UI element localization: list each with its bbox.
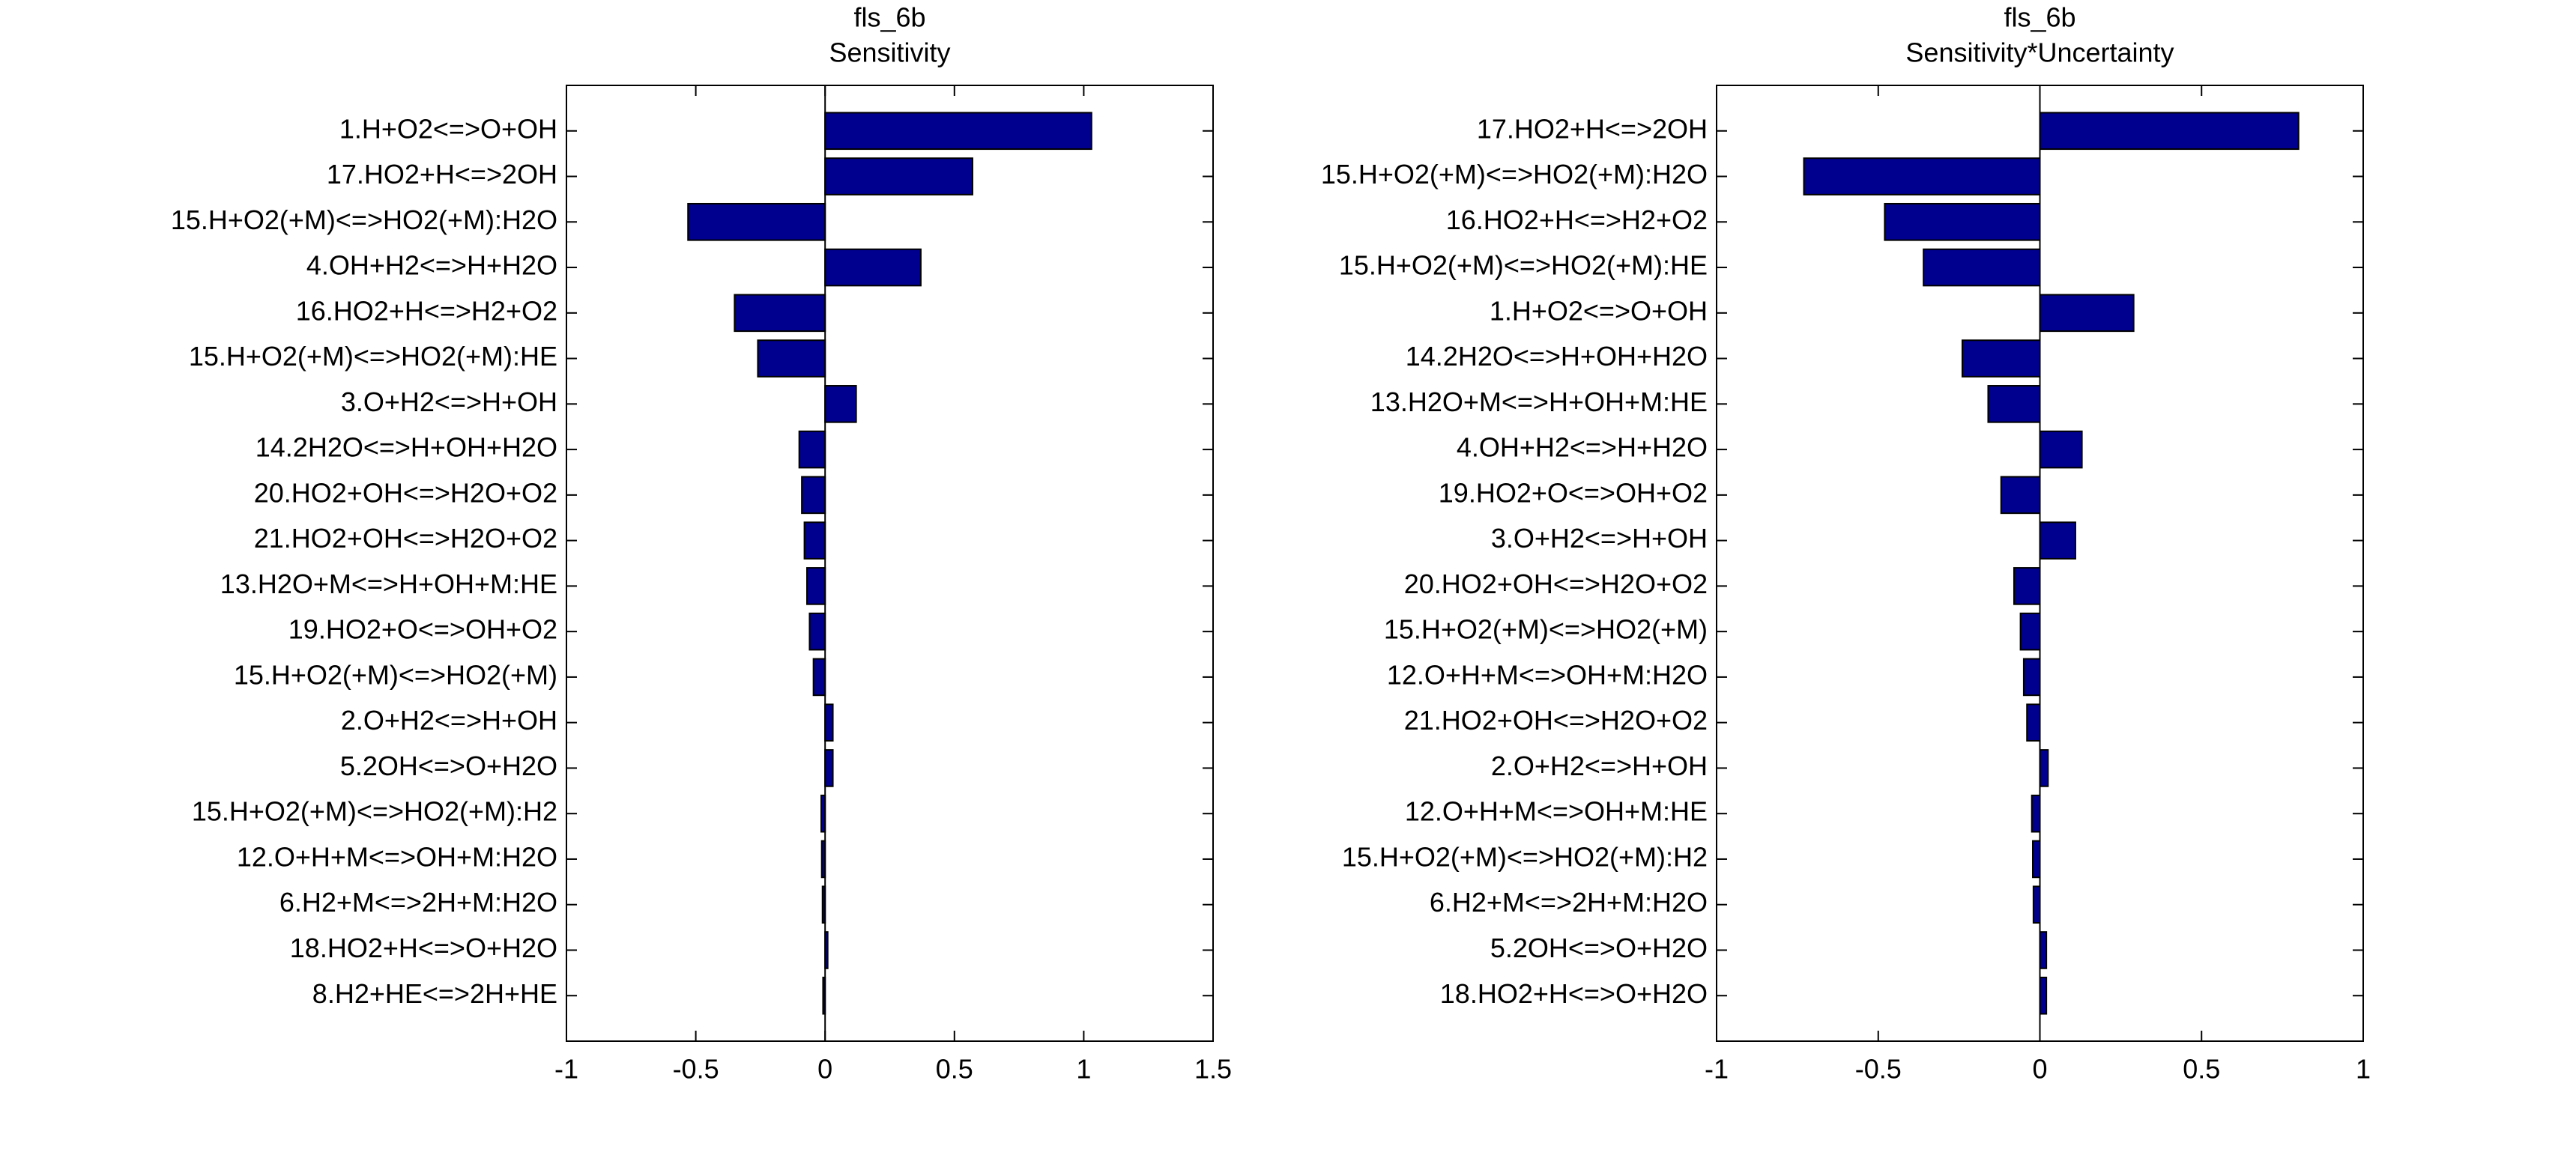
y-tick-label: 21.HO2+OH<=>H2O+O2 [254, 523, 557, 554]
bar [1884, 202, 2041, 241]
x-tick-label: 1 [1076, 1054, 1091, 1085]
bar [687, 202, 826, 241]
y-tick-label: 14.2H2O<=>H+OH+H2O [256, 432, 557, 463]
y-tick-label: 4.OH+H2<=>H+H2O [306, 250, 557, 281]
y-tick-label: 19.HO2+O<=>OH+O2 [288, 614, 557, 645]
y-tick-label: 15.H+O2(+M)<=>HO2(+M):H2 [192, 796, 557, 827]
y-tick-label: 5.2OH<=>O+H2O [1490, 933, 1708, 963]
bar [824, 157, 973, 195]
y-tick-label: 17.HO2+H<=>2OH [1477, 113, 1708, 144]
y-tick-label: 16.HO2+H<=>H2+O2 [1446, 204, 1708, 235]
chart-subtitle: Sensitivity*Uncertainty [1905, 37, 2174, 68]
y-tick-label: 8.H2+HE<=>2H+HE [312, 978, 557, 1009]
bar [2019, 612, 2041, 651]
y-tick-label: 15.H+O2(+M)<=>HO2(+M) [234, 659, 557, 690]
y-tick-label: 12.O+H+M<=>OH+M:HE [1405, 796, 1708, 827]
y-tick-label: 13.H2O+M<=>H+OH+M:HE [1370, 387, 1708, 417]
y-tick-label: 4.OH+H2<=>H+H2O [1457, 432, 1708, 463]
x-tick-label: -0.5 [673, 1054, 719, 1085]
bar [2013, 567, 2041, 605]
x-tick-label: 1.5 [1194, 1054, 1232, 1085]
y-tick-label: 15.H+O2(+M)<=>HO2(+M):H2 [1342, 841, 1708, 872]
bar [824, 385, 857, 423]
y-tick-label: 3.O+H2<=>H+OH [341, 387, 557, 417]
y-tick-label: 12.O+H+M<=>OH+M:H2O [1387, 659, 1708, 690]
y-tick-label: 15.H+O2(+M)<=>HO2(+M):HE [189, 341, 557, 372]
x-tick-label: 0.5 [936, 1054, 973, 1085]
chart-title: fls_6b [2004, 2, 2075, 33]
bar [2039, 749, 2049, 787]
bar [808, 612, 826, 651]
chart-subtitle: Sensitivity [829, 37, 950, 68]
bar [2031, 794, 2041, 833]
y-tick-label: 16.HO2+H<=>H2+O2 [296, 295, 557, 326]
bar [2022, 658, 2041, 697]
bar [2039, 976, 2048, 1015]
y-tick-label: 6.H2+M<=>2H+M:H2O [1430, 887, 1708, 918]
plot-area [566, 85, 1214, 1042]
bar [2026, 703, 2041, 742]
x-tick-label: 0.5 [2183, 1054, 2220, 1085]
x-tick-label: 0 [2032, 1054, 2047, 1085]
y-tick-label: 19.HO2+O<=>OH+O2 [1439, 477, 1708, 508]
bar [824, 248, 922, 287]
bar [2032, 885, 2041, 924]
bar [1923, 248, 2041, 287]
bar [1803, 157, 2041, 195]
bar [2000, 476, 2041, 515]
x-tick-label: 0 [817, 1054, 832, 1085]
bar [812, 658, 826, 697]
bar [824, 749, 834, 787]
bar [1987, 385, 2041, 423]
bar [2032, 840, 2041, 879]
x-tick-label: -0.5 [1855, 1054, 1902, 1085]
bar [2039, 112, 2300, 151]
y-tick-label: 15.H+O2(+M)<=>HO2(+M) [1384, 614, 1708, 645]
y-tick-label: 20.HO2+OH<=>H2O+O2 [1404, 569, 1708, 599]
y-tick-label: 2.O+H2<=>H+OH [1491, 751, 1708, 781]
y-tick-label: 15.H+O2(+M)<=>HO2(+M):H2O [171, 204, 557, 235]
y-tick-label: 1.H+O2<=>O+OH [339, 113, 557, 144]
x-tick-label: -1 [1705, 1054, 1729, 1085]
y-tick-label: 3.O+H2<=>H+OH [1491, 523, 1708, 554]
bar [803, 521, 826, 560]
bar [824, 703, 834, 742]
y-tick-label: 20.HO2+OH<=>H2O+O2 [254, 477, 557, 508]
x-tick-label: 1 [2356, 1054, 2371, 1085]
y-tick-label: 1.H+O2<=>O+OH [1490, 295, 1708, 326]
bar [806, 567, 826, 605]
bar [801, 476, 826, 515]
y-tick-label: 15.H+O2(+M)<=>HO2(+M):H2O [1321, 159, 1708, 190]
y-tick-label: 6.H2+M<=>2H+M:H2O [279, 887, 557, 918]
y-tick-label: 13.H2O+M<=>H+OH+M:HE [220, 569, 557, 599]
y-tick-label: 5.2OH<=>O+H2O [340, 751, 557, 781]
bar [1961, 339, 2041, 378]
bar [2039, 521, 2076, 560]
y-tick-label: 14.2H2O<=>H+OH+H2O [1406, 341, 1708, 372]
chart-title: fls_6b [853, 2, 925, 33]
bar [2039, 430, 2083, 469]
y-tick-label: 17.HO2+H<=>2OH [327, 159, 557, 190]
x-tick-label: -1 [554, 1054, 578, 1085]
bar [2039, 294, 2135, 333]
y-tick-label: 18.HO2+H<=>O+H2O [1440, 978, 1708, 1009]
y-tick-label: 12.O+H+M<=>OH+M:H2O [237, 841, 557, 872]
bar [734, 294, 826, 333]
bar [2039, 931, 2048, 969]
bar [824, 112, 1092, 151]
y-tick-label: 18.HO2+H<=>O+H2O [290, 933, 557, 963]
y-tick-label: 15.H+O2(+M)<=>HO2(+M):HE [1339, 250, 1708, 281]
bar [757, 339, 826, 378]
y-tick-label: 21.HO2+OH<=>H2O+O2 [1404, 705, 1708, 736]
bar [798, 430, 826, 469]
y-tick-label: 2.O+H2<=>H+OH [341, 705, 557, 736]
